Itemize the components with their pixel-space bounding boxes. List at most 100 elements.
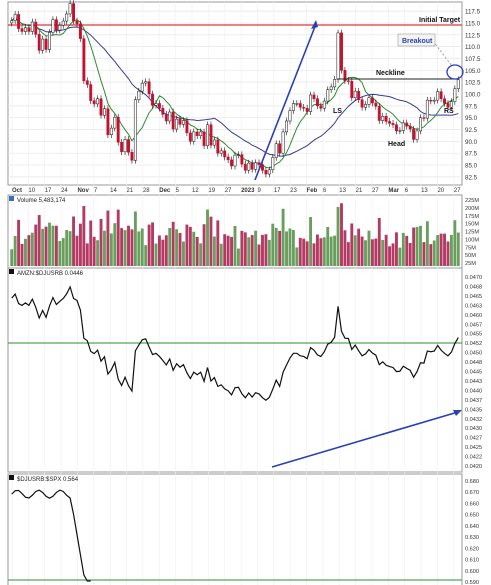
candle-down xyxy=(17,14,21,29)
candle-up xyxy=(13,14,17,21)
candle-down xyxy=(412,128,416,140)
volume-bar-up xyxy=(233,225,237,266)
candle-down xyxy=(185,120,189,134)
volume-bar-down xyxy=(27,235,31,266)
volume-bar-up xyxy=(281,208,285,266)
candle-up xyxy=(133,99,137,161)
volume-bar-up xyxy=(65,229,69,266)
volume-bar-up xyxy=(68,231,72,266)
candle-down xyxy=(446,103,450,108)
volume-bar-down xyxy=(405,235,409,266)
candle-up xyxy=(322,100,326,109)
measured-move-arrowhead xyxy=(311,20,318,29)
volume-bar-down xyxy=(202,224,206,266)
volume-bar-up xyxy=(436,235,440,266)
volume-bar-down xyxy=(185,224,189,266)
volume-bar-down xyxy=(340,203,343,266)
ratio-amzn-tick-label: 0.0445 xyxy=(465,370,482,376)
volume-bar-down xyxy=(161,239,165,266)
candle-up xyxy=(326,89,330,102)
candle-down xyxy=(161,107,165,115)
ratio-amzn-tick-label: 0.0435 xyxy=(465,407,482,413)
candle-up xyxy=(336,32,340,80)
candle-up xyxy=(367,97,371,105)
ratio-amzn-axis-labels: 0.0470 0.0468 0.0465 0.0463 0.0460 0.0457 0.04… xyxy=(465,275,482,470)
ratio-djusrb-tick-label: 0.670 xyxy=(465,490,479,496)
ratio-djusrb-tick-label: 0.590 xyxy=(465,580,479,585)
candle-down xyxy=(278,143,282,154)
candle-up xyxy=(309,94,313,112)
candle-up xyxy=(199,131,203,136)
candle-down xyxy=(202,131,206,146)
volume-tick-label: 175M xyxy=(465,214,479,220)
volume-bar-down xyxy=(298,237,302,266)
candle-down xyxy=(85,80,89,85)
price-tick-label: 95.0 xyxy=(465,115,478,122)
candle-down xyxy=(20,28,24,32)
ratio-amzn-legend: AMZN:$DJUSRB 0.0446 xyxy=(17,271,84,277)
volume-bar-down xyxy=(377,218,381,266)
date-tick-label: 17 xyxy=(274,188,281,194)
candle-down xyxy=(443,98,446,104)
volume-bar-up xyxy=(30,232,34,266)
volume-bar-down xyxy=(439,233,443,266)
volume-bar-down xyxy=(350,223,354,266)
volume-tick-label: 200M xyxy=(465,206,479,212)
price-candles xyxy=(10,0,460,178)
volume-bar-up xyxy=(96,240,100,266)
volume-bar-down xyxy=(443,233,446,266)
candle-down xyxy=(377,106,381,121)
date-tick-label: 6 xyxy=(405,188,409,194)
volume-bars xyxy=(10,203,460,266)
candle-down xyxy=(394,124,398,132)
volume-bar-up xyxy=(353,235,357,266)
candle-down xyxy=(230,159,234,167)
breakout-label-box xyxy=(397,33,436,47)
volume-bar-down xyxy=(264,234,268,266)
volume-bar-up xyxy=(154,243,158,266)
volume-bar-down xyxy=(17,219,21,266)
candle-up xyxy=(271,157,275,171)
right-shoulder-label: RS xyxy=(444,108,454,115)
candle-down xyxy=(312,94,316,99)
candle-up xyxy=(58,25,62,31)
volume-bar-up xyxy=(109,233,113,266)
volume-bar-up xyxy=(326,226,330,266)
volume-bar-down xyxy=(370,239,374,266)
volume-bar-down xyxy=(216,220,220,266)
ratio-amzn-tick-label: 0.0425 xyxy=(465,445,482,451)
candle-down xyxy=(151,93,155,106)
candle-down xyxy=(116,116,120,143)
volume-bar-down xyxy=(188,226,192,266)
candle-down xyxy=(305,107,309,112)
candle-up xyxy=(41,38,45,51)
candle-up xyxy=(154,103,158,106)
volume-bar-up xyxy=(123,230,127,266)
candle-down xyxy=(264,170,268,175)
volume-bar-down xyxy=(127,225,130,266)
candle-up xyxy=(48,32,51,50)
ratio-amzn-line xyxy=(11,285,459,401)
date-tick-label: Oct xyxy=(12,188,22,194)
volume-bar-down xyxy=(429,244,433,266)
left-shoulder-label: LS xyxy=(333,108,342,115)
volume-bar-up xyxy=(236,248,240,266)
candle-up xyxy=(401,122,405,131)
candle-down xyxy=(319,105,323,109)
volume-bar-up xyxy=(13,236,17,266)
volume-bar-down xyxy=(319,238,323,266)
ratio-amzn-tick-label: 0.0448 xyxy=(465,360,482,366)
volume-bar-down xyxy=(34,224,38,266)
candle-down xyxy=(127,139,130,153)
volume-bar-down xyxy=(130,229,134,266)
candle-up xyxy=(432,99,436,102)
ratio-amzn-tick-label: 0.0450 xyxy=(465,351,482,357)
volume-bar-down xyxy=(75,235,79,266)
candle-down xyxy=(391,123,395,126)
candle-up xyxy=(219,150,223,154)
volume-bar-up xyxy=(329,236,333,266)
ratio-amzn-tick-label: 0.0420 xyxy=(465,464,482,470)
candle-down xyxy=(422,117,426,119)
candle-down xyxy=(27,27,31,32)
volume-bar-down xyxy=(82,206,86,266)
